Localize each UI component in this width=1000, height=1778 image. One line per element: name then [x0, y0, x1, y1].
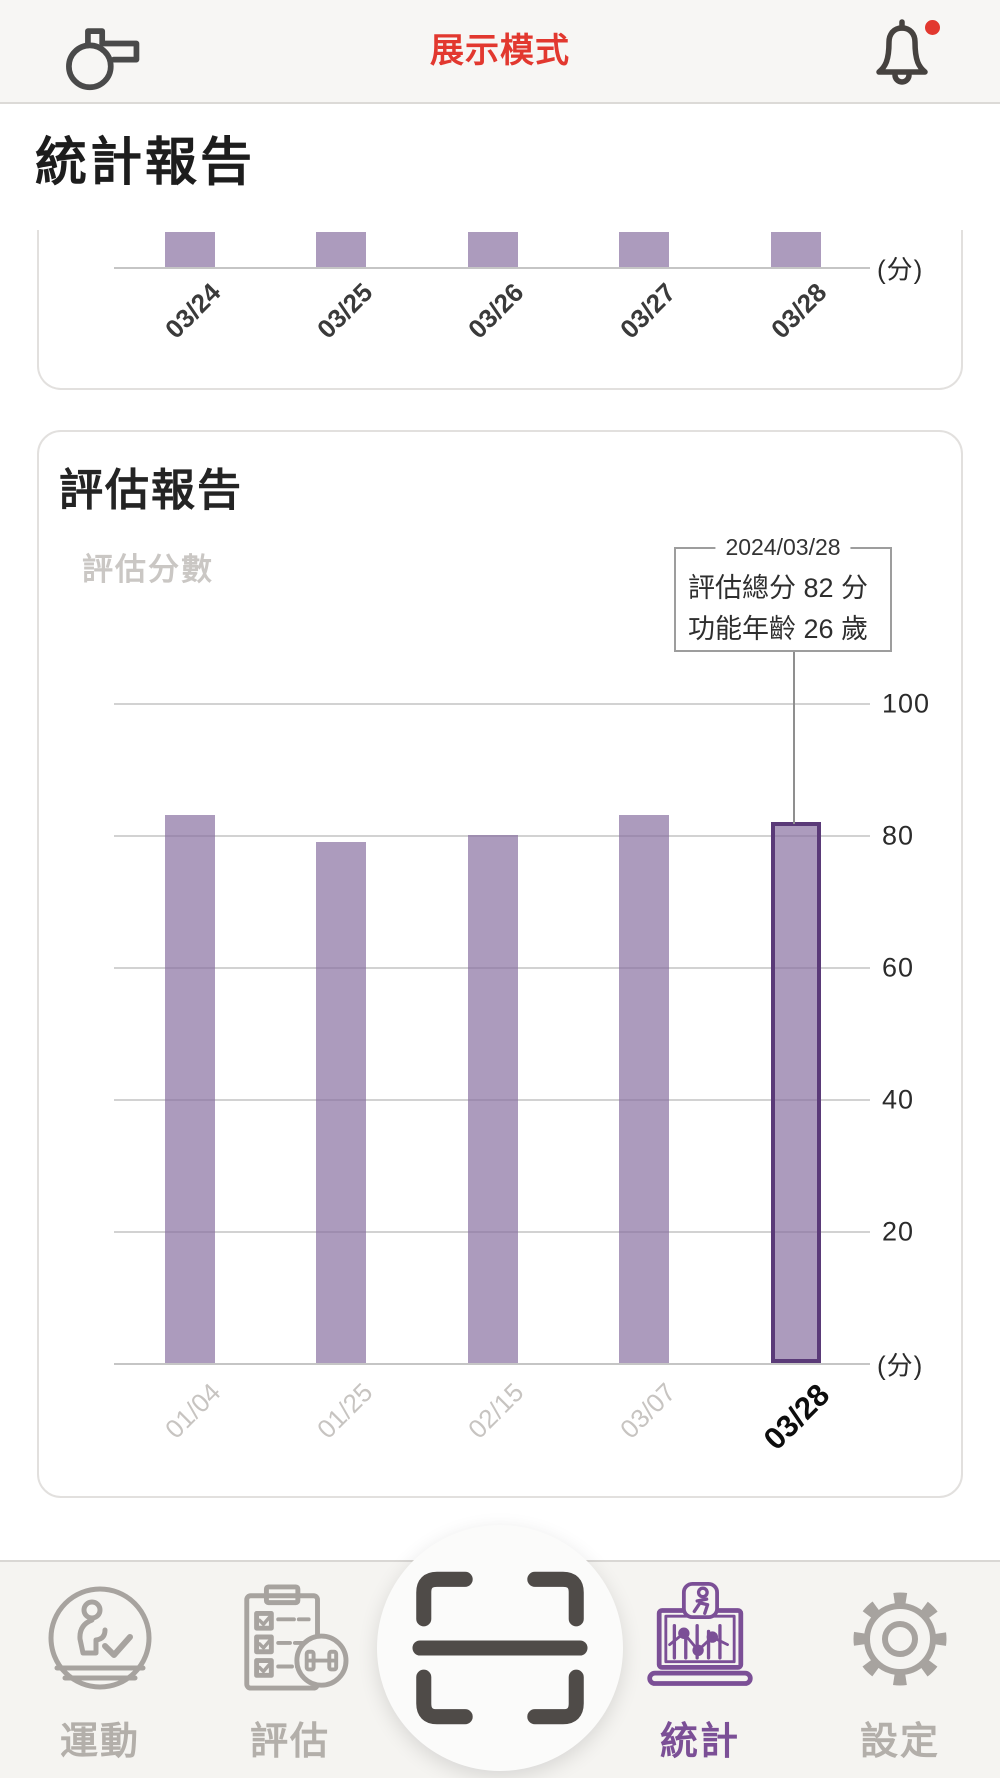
assessment-x-label-03/07[interactable]: 03/07: [613, 1377, 682, 1445]
tab-statistics-label: 統計: [659, 1721, 740, 1763]
tab-exercise[interactable]: 運動: [5, 1582, 195, 1772]
selected-point-tooltip: 2024/03/28 評估總分 82 分 功能年齡 26 歲: [674, 534, 892, 652]
assessment-x-label-02/15[interactable]: 02/15: [462, 1377, 530, 1445]
assessment-bar-02/15[interactable]: [467, 835, 518, 1363]
tooltip-date: 2024/03/28: [715, 534, 851, 561]
weekly-stats-card: (分) 03/24 03/25 03/26 03/27 03/28: [37, 230, 963, 390]
assessment-card-title: 評估報告: [59, 466, 243, 515]
notification-dot: [925, 20, 940, 35]
weekly-x-label: 03/25: [310, 277, 379, 345]
header-bar: 展示模式: [0, 0, 1000, 104]
y-tick-label-40: 40: [882, 1084, 915, 1115]
tab-assessment[interactable]: 評估: [195, 1582, 385, 1772]
gear-icon: [805, 1582, 995, 1699]
weekly-bar-03/24: [164, 232, 215, 267]
y-tick-label-100: 100: [882, 688, 931, 719]
assessment-x-label-01/04[interactable]: 01/04: [159, 1377, 227, 1445]
tab-settings-label: 設定: [859, 1721, 940, 1763]
whistle-icon[interactable]: [58, 14, 154, 97]
assessment-score-label: 評估分數: [82, 552, 214, 587]
assessment-icon: [195, 1582, 385, 1699]
y-tick-label-20: 20: [882, 1216, 915, 1247]
assessment-x-label-01/25[interactable]: 01/25: [310, 1377, 379, 1445]
tab-assessment-label: 評估: [249, 1721, 330, 1763]
gridline-100: [114, 703, 870, 705]
scan-button[interactable]: [377, 1525, 623, 1771]
weekly-bar-03/26: [467, 232, 518, 267]
tooltip-functional-age: 功能年齡 26 歲: [688, 614, 869, 644]
weekly-unit-label: (分): [877, 254, 924, 285]
weekly-x-label: 03/27: [613, 277, 682, 345]
assessment-bar-03/28[interactable]: [770, 821, 821, 1363]
assessment-bar-03/07[interactable]: [619, 815, 669, 1363]
weekly-x-label: 03/26: [462, 277, 530, 345]
tab-settings[interactable]: 設定: [805, 1582, 995, 1772]
weekly-bar-03/25: [316, 232, 366, 267]
weekly-bar-03/27: [619, 232, 669, 267]
bell-icon[interactable]: [860, 14, 944, 103]
tooltip-total-score: 評估總分 82 分: [688, 573, 869, 603]
tab-statistics[interactable]: 統計: [605, 1582, 795, 1772]
weekly-bar-03/28: [770, 232, 821, 267]
assessment-report-card: 評估報告 評估分數 100 80 60 40 20 (分) 01/04 01/25 02/15 0…: [37, 430, 963, 1498]
assessment-x-axis: [114, 1363, 870, 1365]
tab-exercise-label: 運動: [59, 1721, 140, 1763]
page-title: 統計報告: [35, 134, 256, 192]
statistics-icon: [605, 1582, 795, 1699]
y-tick-label-80: 80: [882, 820, 915, 851]
weekly-x-axis: [114, 267, 870, 269]
assessment-bar-01/25[interactable]: [316, 841, 366, 1363]
scan-icon: [410, 1568, 590, 1733]
weekly-x-label: 03/28: [765, 277, 833, 345]
assessment-unit-label: (分): [877, 1350, 924, 1381]
exercise-icon: [5, 1582, 195, 1699]
weekly-x-label: 03/24: [159, 277, 227, 345]
y-tick-label-60: 60: [882, 952, 915, 983]
demo-mode-title: 展示模式: [430, 32, 570, 70]
assessment-x-label-03/28[interactable]: 03/28: [756, 1377, 837, 1457]
assessment-bar-01/04[interactable]: [164, 815, 215, 1363]
tooltip-connector-line: [793, 652, 795, 824]
